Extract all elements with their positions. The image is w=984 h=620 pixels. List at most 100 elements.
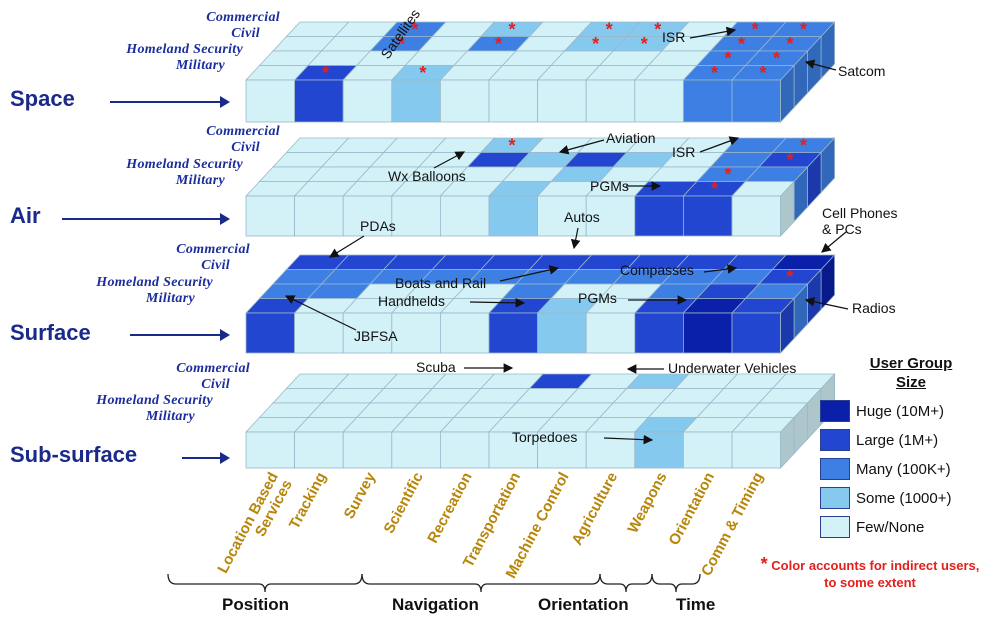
annotation-underwater-vehicles: Underwater Vehicles	[668, 360, 796, 376]
cell-front	[439, 195, 490, 237]
group-label-military: Military	[145, 291, 195, 306]
indirect-star: *	[641, 34, 648, 54]
cell-front	[683, 79, 733, 123]
cell-front	[391, 431, 441, 469]
cell-front	[537, 431, 587, 469]
annotation-arrow-pdas	[328, 235, 365, 258]
cell-front	[439, 431, 490, 469]
brace-time	[651, 573, 701, 593]
legend-note: * Color accounts for indirect users, to …	[760, 554, 980, 591]
cell-front	[731, 431, 781, 469]
group-label-military: Military	[175, 58, 225, 73]
indirect-star: *	[751, 19, 758, 39]
indirect-star: *	[398, 34, 405, 54]
annotation-scuba: Scuba	[416, 359, 456, 375]
group-label-homeland: Homeland Security	[96, 275, 213, 290]
indirect-star: *	[738, 34, 745, 54]
cell-front	[488, 79, 538, 123]
legend-title: User Group Size	[856, 354, 966, 392]
annotation-pgms-surface: PGMs	[578, 290, 617, 306]
annotation-handhelds: Handhelds	[378, 293, 445, 309]
annotation-arrow-isr-air	[699, 136, 740, 153]
indirect-star: *	[800, 135, 807, 155]
cell-front	[294, 79, 344, 123]
cell-front	[245, 79, 295, 123]
cell-front	[683, 431, 733, 469]
annotation-arrow-jbfsa	[284, 295, 357, 331]
cell-front	[488, 312, 538, 354]
annotation-arrow-wx-balloons	[433, 151, 466, 169]
annotation-boats-and-rail: Boats and Rail	[395, 275, 486, 291]
annotation-isr-space: ISR	[662, 29, 685, 45]
cell-front	[342, 431, 393, 469]
legend-swatch-huge	[820, 400, 850, 422]
indirect-star: *	[592, 34, 599, 54]
indirect-star: *	[787, 267, 794, 287]
group-label-military: Military	[145, 409, 195, 424]
annotation-pgms-air: PGMs	[590, 178, 629, 194]
brace-position	[167, 573, 363, 593]
indirect-star: *	[760, 63, 767, 83]
group-label-commercial: Commercial	[176, 361, 250, 376]
indirect-star: *	[419, 63, 426, 83]
group-label-commercial: Commercial	[206, 10, 280, 25]
legend-note-text: Color accounts for indirect users, to so…	[771, 558, 980, 590]
annotation-arrow-boats-and-rail	[499, 265, 560, 282]
indirect-star: *	[800, 19, 807, 39]
cell-front	[391, 79, 441, 123]
legend-label-many: Many (100K+)	[856, 460, 951, 478]
cell-side	[780, 180, 795, 238]
domain-label-subsurface: Sub-surface	[10, 442, 138, 467]
cell-front	[391, 312, 441, 354]
domain-arrow-subsurface	[182, 452, 230, 464]
legend-swatch-some	[820, 487, 850, 509]
indirect-star: *	[711, 179, 718, 199]
cell-front	[537, 312, 587, 354]
cell-side	[780, 297, 795, 355]
group-label-civil: Civil	[231, 140, 260, 155]
cell-front	[245, 195, 295, 237]
indirect-star: *	[508, 135, 515, 155]
annotation-arrow-satcom	[804, 59, 837, 71]
annotation-wx-balloons: Wx Balloons	[388, 168, 466, 184]
cell-front	[439, 312, 490, 354]
legend-swatch-many	[820, 458, 850, 480]
cell-front	[488, 431, 538, 469]
annotation-isr-air: ISR	[672, 144, 695, 160]
domain-label-space: Space	[10, 86, 75, 111]
legend-item-many: Many (100K+)	[820, 458, 951, 480]
annotation-autos: Autos	[564, 209, 600, 225]
cell-front	[634, 312, 684, 354]
legend-item-few: Few/None	[820, 516, 924, 538]
legend-label-few: Few/None	[856, 518, 925, 536]
legend-label-some: Some (1000+)	[856, 489, 952, 507]
annotation-jbfsa: JBFSA	[354, 328, 398, 344]
domain-label-surface: Surface	[10, 320, 91, 345]
cell-front	[683, 312, 733, 354]
group-label-military: Military	[175, 173, 225, 188]
cell-front	[439, 79, 490, 123]
cell-front	[585, 431, 636, 469]
annotation-arrow-radios	[804, 297, 849, 310]
cell-front	[683, 195, 733, 237]
legend-item-large: Large (1M+)	[820, 429, 938, 451]
cell-front	[634, 79, 684, 123]
group-label-homeland: Homeland Security	[96, 393, 213, 408]
legend-swatch-few	[820, 516, 850, 538]
cell-front	[585, 312, 636, 354]
annotation-pdas: PDAs	[360, 218, 396, 234]
cell-front	[537, 79, 587, 123]
cell-front	[342, 79, 393, 123]
cell-front	[731, 79, 781, 123]
annotation-arrow-handhelds	[469, 298, 526, 308]
brace-orientation	[599, 573, 653, 593]
annotation-aviation: Aviation	[606, 130, 656, 146]
cell-front	[634, 431, 684, 469]
indirect-star: *	[724, 48, 731, 68]
cell-front	[585, 195, 636, 237]
legend-note-star: *	[760, 554, 768, 574]
bottom-label-orientation: Orientation	[538, 595, 629, 614]
cell-side	[780, 416, 795, 470]
group-label-civil: Civil	[201, 258, 230, 273]
